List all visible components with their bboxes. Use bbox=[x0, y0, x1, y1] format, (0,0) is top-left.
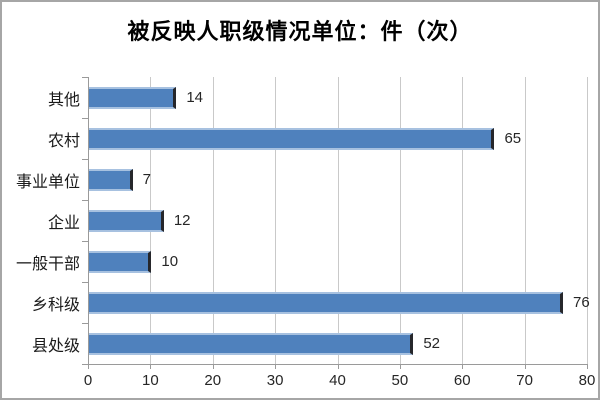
y-axis-tick-mark bbox=[82, 159, 88, 160]
gridline bbox=[524, 77, 526, 364]
x-tick-label: 60 bbox=[453, 372, 471, 389]
bar-value-label: 12 bbox=[173, 211, 191, 229]
category-label: 其他 bbox=[47, 91, 80, 109]
y-axis-tick-mark bbox=[82, 200, 88, 201]
bar bbox=[89, 291, 564, 314]
x-tick-label: 70 bbox=[516, 372, 533, 389]
category-label: 企业 bbox=[47, 214, 80, 232]
category-label: 县处级 bbox=[31, 337, 80, 355]
bar bbox=[89, 86, 177, 109]
x-axis-tick-mark bbox=[399, 365, 401, 369]
x-axis-tick-mark bbox=[275, 365, 277, 369]
x-tick-label: 30 bbox=[266, 372, 284, 389]
gridline bbox=[275, 77, 277, 364]
bar bbox=[89, 168, 133, 191]
category-label: 农村 bbox=[47, 132, 80, 150]
category-label: 一般干部 bbox=[15, 255, 80, 273]
gridline bbox=[337, 77, 339, 364]
bar bbox=[89, 332, 414, 355]
chart-title: 被反映人职级情况单位：件（次） bbox=[127, 19, 473, 44]
x-tick-label: 20 bbox=[204, 372, 222, 389]
bar bbox=[89, 209, 164, 232]
x-axis-tick-mark bbox=[587, 365, 588, 369]
y-axis-tick-mark bbox=[82, 118, 88, 119]
bar-value-label: 7 bbox=[142, 170, 151, 188]
x-axis-tick-mark bbox=[462, 365, 464, 369]
gridline bbox=[587, 77, 588, 364]
bar-value-label: 76 bbox=[573, 293, 590, 311]
bar bbox=[89, 127, 495, 150]
bar-value-label: 10 bbox=[161, 252, 179, 270]
y-axis-tick-mark bbox=[82, 241, 88, 242]
plot-area: 14 65 7 12 10 76 52 bbox=[88, 77, 590, 365]
x-tick-label: 80 bbox=[578, 372, 596, 389]
gridline bbox=[212, 77, 214, 364]
y-axis-tick-mark bbox=[82, 77, 88, 78]
x-axis-tick-mark bbox=[212, 365, 214, 369]
x-tick-label: 40 bbox=[329, 372, 346, 389]
y-axis-tick-mark bbox=[82, 364, 88, 365]
x-tick-label: 50 bbox=[391, 372, 409, 389]
bar-value-label: 14 bbox=[186, 88, 203, 106]
category-label: 事业单位 bbox=[15, 173, 80, 191]
x-axis-tick-mark bbox=[88, 365, 89, 369]
x-tick-label: 0 bbox=[83, 372, 93, 389]
gridline bbox=[462, 77, 464, 364]
category-label: 乡科级 bbox=[31, 296, 80, 314]
bar-value-label: 52 bbox=[423, 334, 441, 352]
x-tick-label: 10 bbox=[142, 372, 159, 389]
gridline bbox=[399, 77, 401, 364]
x-axis-tick-mark bbox=[524, 365, 526, 369]
x-axis-tick-mark bbox=[337, 365, 339, 369]
x-axis-tick-mark bbox=[150, 365, 152, 369]
y-axis-tick-mark bbox=[82, 282, 88, 283]
y-axis-tick-mark bbox=[82, 323, 88, 324]
bar bbox=[89, 250, 152, 273]
bar-value-label: 65 bbox=[504, 129, 522, 147]
